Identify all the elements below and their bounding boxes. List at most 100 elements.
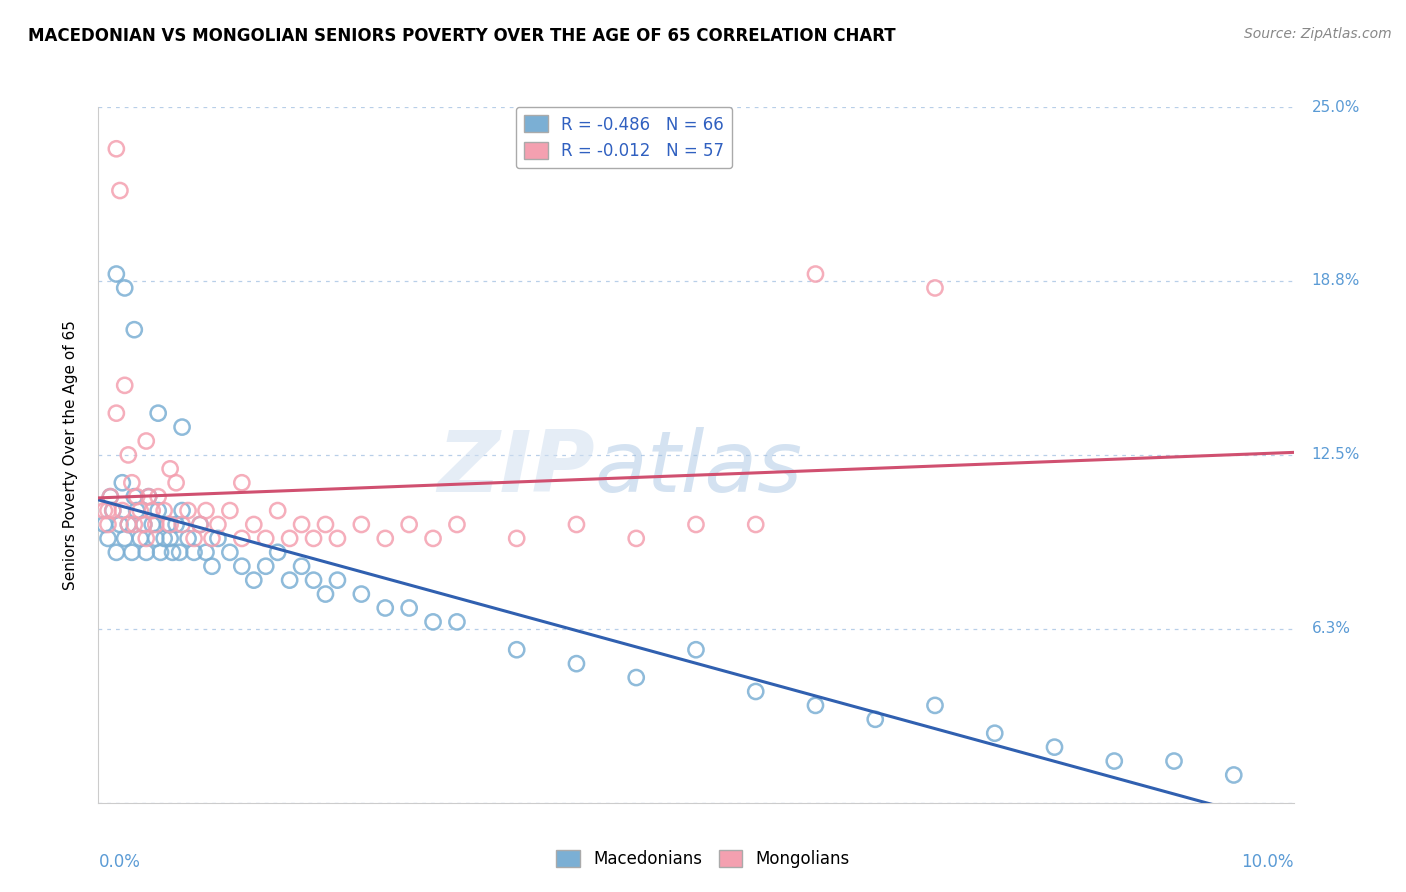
Point	[159, 462, 181, 476]
Point	[153, 503, 176, 517]
Point	[141, 517, 163, 532]
Point	[745, 517, 768, 532]
Point	[506, 642, 529, 657]
Point	[121, 475, 143, 490]
Point	[153, 532, 176, 546]
Point	[111, 503, 134, 517]
Point	[207, 517, 229, 532]
Point	[149, 545, 172, 559]
Point	[231, 559, 253, 574]
Point	[1102, 754, 1125, 768]
Point	[101, 503, 124, 517]
Point	[108, 517, 131, 532]
Point	[135, 434, 157, 448]
Point	[124, 517, 146, 532]
Point	[314, 587, 337, 601]
Text: MACEDONIAN VS MONGOLIAN SENIORS POVERTY OVER THE AGE OF 65 CORRELATION CHART: MACEDONIAN VS MONGOLIAN SENIORS POVERTY …	[28, 27, 896, 45]
Point	[314, 517, 337, 532]
Text: 6.3%: 6.3%	[1312, 622, 1350, 636]
Point	[156, 517, 179, 532]
Point	[125, 503, 148, 517]
Point	[165, 475, 187, 490]
Point	[745, 684, 768, 698]
Point	[624, 671, 647, 685]
Point	[172, 517, 194, 532]
Point	[172, 503, 194, 517]
Point	[1043, 740, 1066, 755]
Point	[124, 490, 146, 504]
Point	[145, 532, 167, 546]
Point	[350, 517, 373, 532]
Point	[422, 615, 444, 629]
Y-axis label: Seniors Poverty Over the Age of 65: Seniors Poverty Over the Age of 65	[63, 320, 77, 590]
Point	[177, 503, 200, 517]
Point	[132, 517, 155, 532]
Point	[124, 323, 146, 337]
Point	[267, 545, 290, 559]
Point	[117, 517, 139, 532]
Point	[243, 517, 266, 532]
Point	[194, 545, 218, 559]
Point	[97, 517, 120, 532]
Text: 12.5%: 12.5%	[1312, 448, 1360, 462]
Point	[398, 601, 420, 615]
Point	[135, 545, 157, 559]
Point	[924, 698, 946, 713]
Point	[114, 281, 136, 295]
Point	[145, 517, 167, 532]
Point	[188, 517, 211, 532]
Point	[446, 517, 468, 532]
Point	[172, 420, 194, 434]
Point	[117, 517, 139, 532]
Point	[194, 503, 218, 517]
Point	[183, 532, 205, 546]
Point	[804, 267, 827, 281]
Legend: Macedonians, Mongolians: Macedonians, Mongolians	[550, 843, 856, 875]
Point	[105, 142, 128, 156]
Point	[121, 545, 143, 559]
Point	[141, 503, 163, 517]
Point	[565, 657, 588, 671]
Point	[159, 532, 181, 546]
Point	[105, 267, 128, 281]
Point	[302, 573, 325, 587]
Point	[219, 545, 242, 559]
Point	[302, 532, 325, 546]
Point	[422, 532, 444, 546]
Point	[138, 490, 160, 504]
Point	[278, 573, 301, 587]
Point	[201, 532, 224, 546]
Point	[924, 281, 946, 295]
Point	[278, 532, 301, 546]
Point	[624, 532, 647, 546]
Point	[97, 503, 120, 517]
Point	[114, 532, 136, 546]
Point	[97, 532, 120, 546]
Point	[165, 517, 187, 532]
Point	[326, 532, 349, 546]
Point	[983, 726, 1005, 740]
Point	[108, 184, 131, 198]
Point	[201, 559, 224, 574]
Point	[374, 601, 396, 615]
Point	[98, 490, 122, 504]
Text: 18.8%: 18.8%	[1312, 274, 1360, 288]
Point	[98, 490, 122, 504]
Point	[169, 545, 191, 559]
Point	[219, 503, 242, 517]
Point	[117, 448, 139, 462]
Point	[129, 532, 152, 546]
Text: Source: ZipAtlas.com: Source: ZipAtlas.com	[1244, 27, 1392, 41]
Point	[1163, 754, 1185, 768]
Point	[207, 532, 229, 546]
Point	[446, 615, 468, 629]
Point	[863, 712, 886, 726]
Point	[254, 559, 277, 574]
Point	[350, 587, 373, 601]
Point	[129, 503, 152, 517]
Point	[159, 517, 181, 532]
Point	[804, 698, 827, 713]
Point	[105, 545, 128, 559]
Point	[188, 517, 211, 532]
Point	[565, 517, 588, 532]
